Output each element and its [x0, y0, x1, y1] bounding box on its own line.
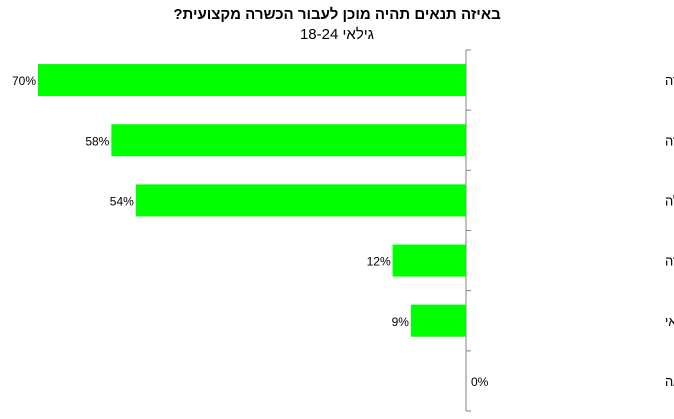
data-label: 70% — [12, 74, 36, 88]
category-label: עבודה מובטחת בתחום ההכשרה — [665, 73, 674, 88]
category-label: אפשרות בחירת תחום ההכשרה — [665, 133, 674, 148]
bar — [135, 184, 467, 217]
data-label: 58% — [85, 134, 109, 148]
category-label: דמי קיום בגובה דמי אבטלה — [665, 193, 674, 208]
bar — [410, 304, 466, 337]
category-label: לא יודע/ה — [665, 374, 674, 389]
data-label: 9% — [392, 315, 410, 329]
category-label: מוכנים ללא כל תנאי — [665, 314, 674, 329]
bar — [392, 244, 466, 277]
data-label: 54% — [110, 194, 134, 208]
bar — [38, 64, 466, 97]
chart-subtitle: גילאי 18-24 — [299, 26, 375, 43]
data-label: 0% — [471, 375, 489, 389]
data-label: 12% — [367, 255, 391, 269]
chart-title: באיזה תנאים תהיה מוכן לעבור הכשרה מקצועי… — [173, 6, 501, 23]
bar — [111, 124, 466, 157]
category-label: מעורבות מעסיק בהכשרה — [665, 254, 674, 269]
